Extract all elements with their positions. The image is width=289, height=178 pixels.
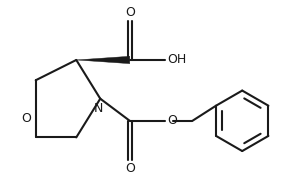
Text: O: O: [167, 114, 177, 127]
Text: N: N: [94, 102, 103, 115]
Text: O: O: [21, 112, 31, 125]
Text: OH: OH: [167, 53, 186, 66]
Polygon shape: [76, 56, 130, 64]
Text: O: O: [125, 163, 135, 176]
Text: O: O: [125, 6, 135, 19]
